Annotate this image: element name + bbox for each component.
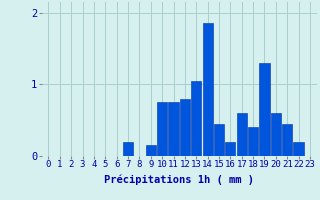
Bar [236,113,247,156]
Bar [248,127,258,156]
Bar [271,113,281,156]
Bar [225,142,236,156]
Bar [293,142,304,156]
Bar [260,63,270,156]
Bar [157,102,167,156]
Bar [203,23,213,156]
Bar [214,124,224,156]
Bar [180,99,190,156]
Bar [146,145,156,156]
Bar [191,81,201,156]
X-axis label: Précipitations 1h ( mm ): Précipitations 1h ( mm ) [104,175,254,185]
Bar [168,102,179,156]
Bar [282,124,292,156]
Bar [123,142,133,156]
